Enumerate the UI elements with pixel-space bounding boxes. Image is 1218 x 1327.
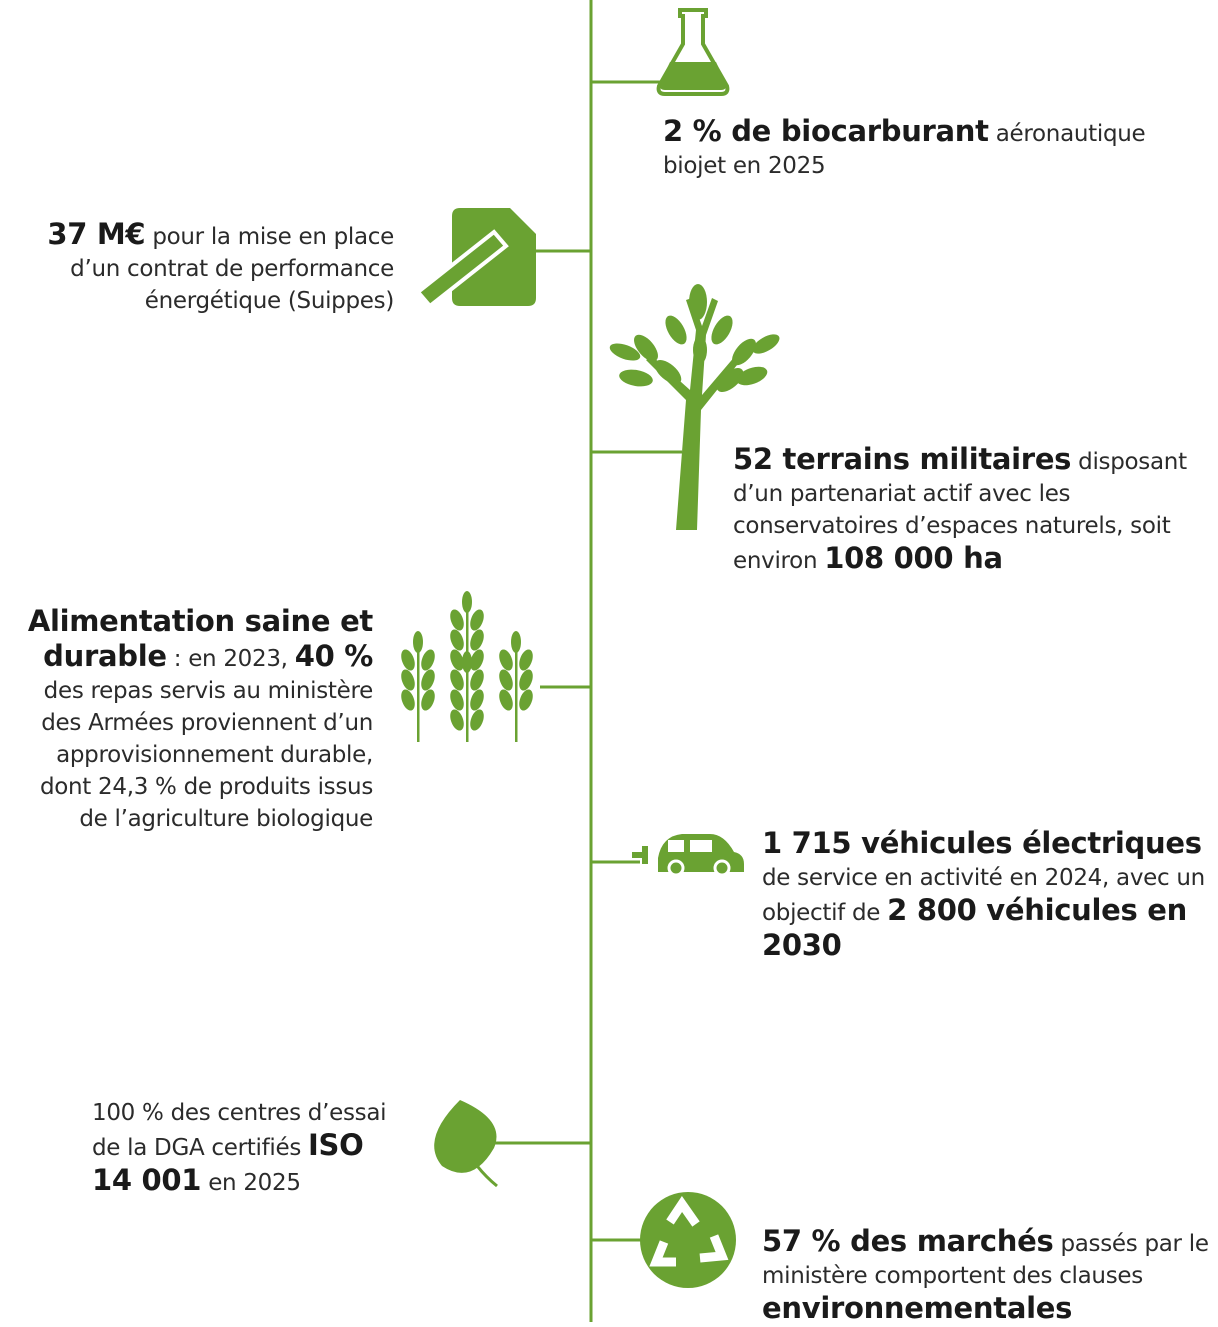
wheat-icon xyxy=(399,591,536,742)
bold-text: 57 % des marchés xyxy=(762,1224,1053,1258)
text: en 2025 xyxy=(201,1170,300,1196)
recycle-icon xyxy=(640,1192,736,1288)
bold-text: 40 % xyxy=(295,639,373,673)
page: 2 % de biocarburant aéronautique biojet … xyxy=(0,0,1218,1322)
item-text: 1 715 véhicules électriques de service e… xyxy=(762,827,1207,964)
flask-icon xyxy=(659,10,728,94)
text: des repas servis au ministère des Armées… xyxy=(40,678,373,832)
document-icon xyxy=(418,208,536,306)
item-text: 57 % des marchés passés par le ministère… xyxy=(762,1225,1212,1327)
item-text: 37 M€ pour la mise en place d’un contrat… xyxy=(20,218,394,317)
item-text: 2 % de biocarburant aéronautique biojet … xyxy=(663,115,1183,182)
car-icon xyxy=(632,834,744,875)
item-text: 100 % des centres d’essai de la DGA cert… xyxy=(92,1097,412,1199)
item-text: Alimentation saine et durable : en 2023,… xyxy=(8,605,373,835)
bold-text: environnementales xyxy=(762,1291,1072,1325)
leaf-icon xyxy=(434,1100,497,1186)
bold-text: 108 000 ha xyxy=(824,541,1002,575)
text: : en 2023, xyxy=(167,646,295,672)
bold-text: 52 terrains militaires xyxy=(733,442,1071,476)
bold-text: 1 715 véhicules électriques xyxy=(762,826,1202,860)
bold-text: 2 % de biocarburant xyxy=(663,114,989,148)
item-text: 52 terrains militaires disposant d’un pa… xyxy=(733,443,1203,577)
bold-text: 37 M€ xyxy=(47,217,145,251)
